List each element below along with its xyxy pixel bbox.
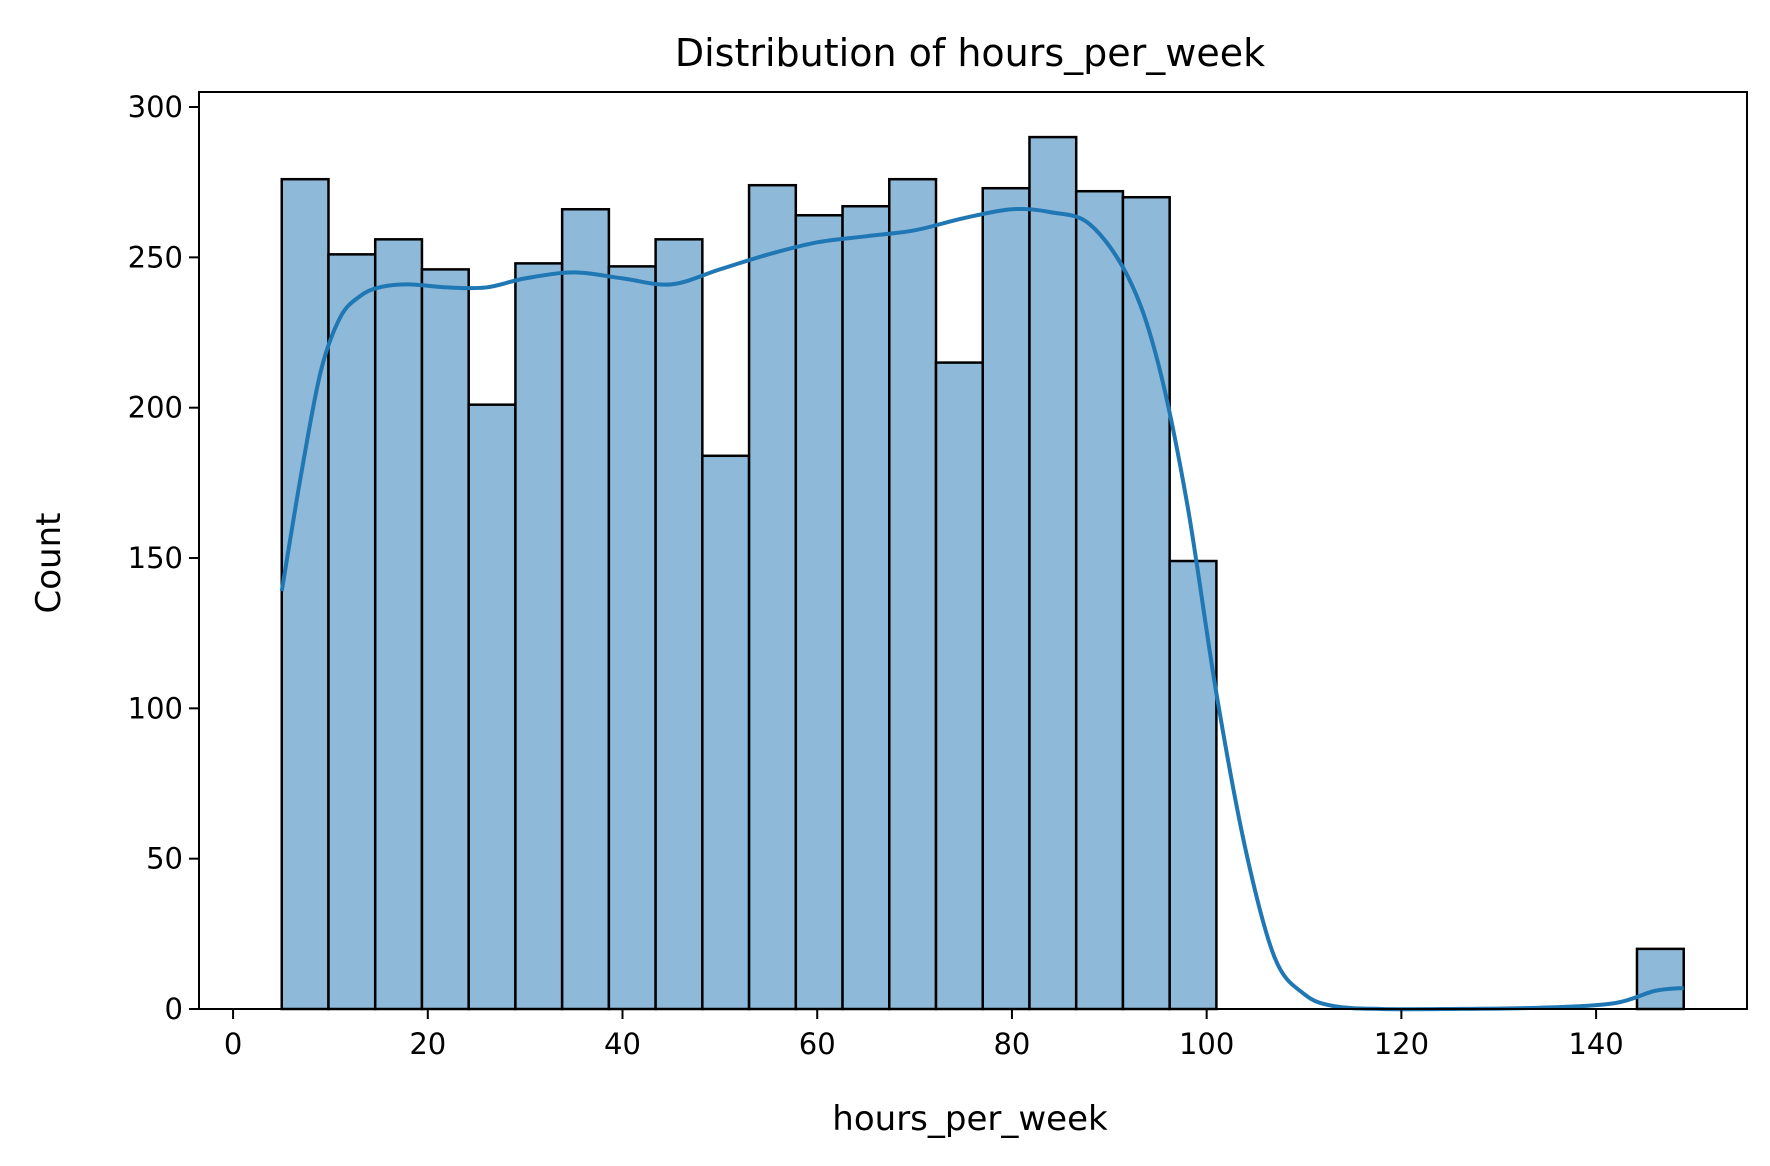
x-axis-ticks: 0 20 40 60 80 100 120 140 — [224, 1009, 1624, 1061]
x-tick-label: 100 — [1179, 1027, 1234, 1061]
kde-curve — [279, 206, 1684, 1012]
histogram-bar — [607, 265, 657, 1011]
histogram-bar — [794, 214, 844, 1011]
y-axis-ticks: 0 50 100 150 200 250 300 — [128, 90, 199, 1026]
y-axis-label: Count — [29, 513, 69, 614]
histogram-bar — [280, 177, 330, 1011]
histogram-bar — [373, 238, 424, 1011]
histogram-bar — [654, 238, 704, 1011]
histogram-bar — [1635, 947, 1685, 1011]
histogram-bars — [280, 135, 1685, 1011]
y-tick-label: 250 — [128, 240, 183, 274]
histogram-bar — [1028, 135, 1078, 1011]
x-tick-label: 80 — [993, 1027, 1030, 1061]
histogram-bar — [1168, 559, 1218, 1011]
histogram-bar — [560, 208, 611, 1011]
y-tick-label: 50 — [146, 842, 183, 876]
x-tick-label: 120 — [1374, 1027, 1429, 1061]
x-tick-label: 40 — [604, 1027, 641, 1061]
histogram-bar — [420, 268, 470, 1011]
x-tick-label: 140 — [1568, 1027, 1623, 1061]
y-tick-label: 300 — [128, 90, 183, 124]
x-tick-label: 20 — [409, 1027, 446, 1061]
histogram-bar — [514, 262, 564, 1011]
x-tick-label: 0 — [224, 1027, 242, 1061]
x-axis-label: hours_per_week — [832, 1099, 1108, 1139]
histogram-bar — [888, 177, 938, 1011]
histogram-bar — [841, 204, 891, 1011]
histogram-bar — [327, 253, 377, 1011]
y-tick-label: 100 — [128, 691, 183, 725]
histogram-bar — [934, 361, 984, 1011]
histogram-bar — [1074, 189, 1125, 1011]
plot-frame — [198, 91, 1748, 1010]
histogram-bar — [467, 403, 517, 1011]
x-tick-label: 60 — [799, 1027, 836, 1061]
y-tick-label: 200 — [128, 391, 183, 425]
histogram-bar — [1121, 195, 1171, 1011]
histogram-bar — [981, 186, 1031, 1011]
chart-title: Distribution of hours_per_week — [675, 31, 1265, 75]
y-tick-label: 150 — [128, 541, 183, 575]
histogram-bar — [701, 454, 751, 1011]
y-tick-label: 0 — [165, 992, 183, 1026]
histogram-bar — [747, 183, 798, 1011]
